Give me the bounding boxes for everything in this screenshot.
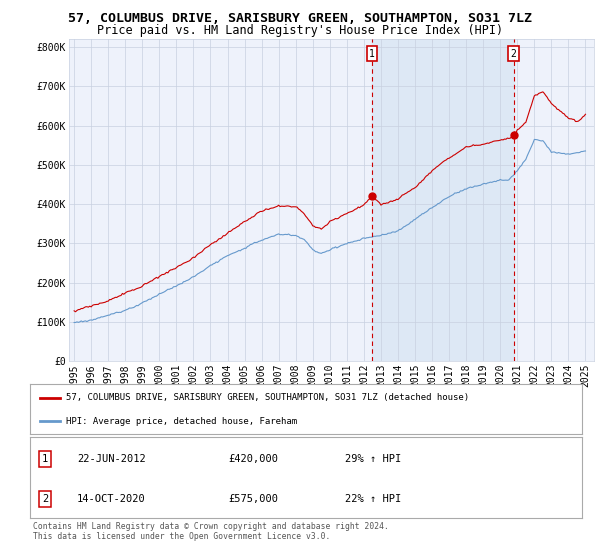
Text: 2: 2 — [42, 494, 48, 505]
Bar — [372, 39, 514, 361]
Text: Contains HM Land Registry data © Crown copyright and database right 2024.
This d: Contains HM Land Registry data © Crown c… — [33, 522, 389, 542]
Text: 57, COLUMBUS DRIVE, SARISBURY GREEN, SOUTHAMPTON, SO31 7LZ (detached house): 57, COLUMBUS DRIVE, SARISBURY GREEN, SOU… — [66, 393, 469, 402]
Text: 1: 1 — [42, 454, 48, 464]
Text: Price paid vs. HM Land Registry's House Price Index (HPI): Price paid vs. HM Land Registry's House … — [97, 24, 503, 37]
Text: 14-OCT-2020: 14-OCT-2020 — [77, 494, 146, 505]
Text: 1: 1 — [369, 49, 375, 59]
Text: HPI: Average price, detached house, Fareham: HPI: Average price, detached house, Fare… — [66, 417, 297, 426]
Text: 22-JUN-2012: 22-JUN-2012 — [77, 454, 146, 464]
Text: £420,000: £420,000 — [229, 454, 279, 464]
Text: £575,000: £575,000 — [229, 494, 279, 505]
Text: 29% ↑ HPI: 29% ↑ HPI — [344, 454, 401, 464]
Text: 57, COLUMBUS DRIVE, SARISBURY GREEN, SOUTHAMPTON, SO31 7LZ: 57, COLUMBUS DRIVE, SARISBURY GREEN, SOU… — [68, 12, 532, 25]
Text: 2: 2 — [511, 49, 517, 59]
Text: 22% ↑ HPI: 22% ↑ HPI — [344, 494, 401, 505]
